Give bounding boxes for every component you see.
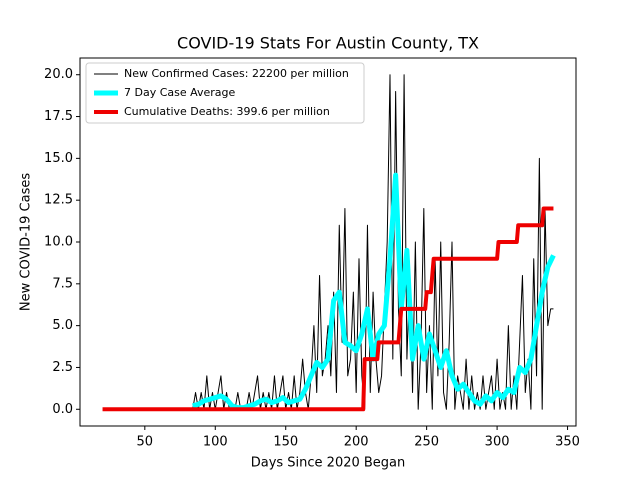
legend-label: 7 Day Case Average xyxy=(124,86,236,99)
y-tick-label: 0.0 xyxy=(52,402,73,417)
y-axis-label: New COVID-19 Cases xyxy=(19,173,34,311)
y-tick-label: 15.0 xyxy=(44,151,73,166)
y-tick-label: 10.0 xyxy=(44,235,73,250)
y-tick-label: 2.5 xyxy=(52,360,73,375)
chart-title: COVID-19 Stats For Austin County, TX xyxy=(177,34,479,53)
x-tick-label: 100 xyxy=(203,435,228,450)
x-tick-label: 150 xyxy=(273,435,298,450)
y-tick-label: 5.0 xyxy=(52,318,73,333)
x-axis-label: Days Since 2020 Began xyxy=(251,456,406,471)
y-tick-label: 20.0 xyxy=(44,67,73,82)
legend-label: New Confirmed Cases: 22200 per million xyxy=(124,67,349,80)
plot-frame xyxy=(79,57,577,427)
legend-box xyxy=(85,62,365,124)
y-tick-label: 7.5 xyxy=(52,276,73,291)
legend: New Confirmed Cases: 22200 per million 7 … xyxy=(85,62,365,124)
series-line xyxy=(192,172,556,411)
series-line xyxy=(102,206,554,412)
x-tick-label: 200 xyxy=(344,435,369,450)
x-tick-label: 50 xyxy=(137,435,154,450)
x-tick-label: 350 xyxy=(555,435,580,450)
legend-label: Cumulative Deaths: 399.6 per million xyxy=(124,105,330,118)
x-tick-label: 250 xyxy=(414,435,439,450)
x-tick-label: 300 xyxy=(485,435,510,450)
y-tick-label: 17.5 xyxy=(44,109,73,124)
y-tick-label: 12.5 xyxy=(44,193,73,208)
